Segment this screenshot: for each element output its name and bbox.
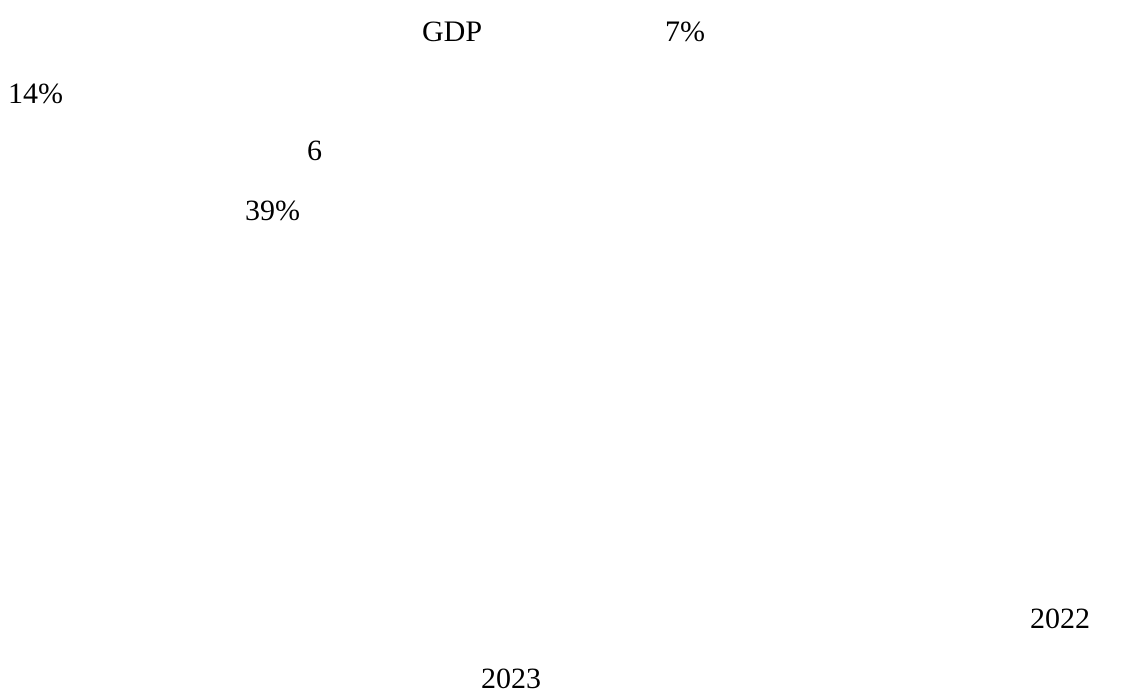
- text-fragment-year-2023: 2023: [481, 662, 541, 695]
- text-fragment-gdp: GDP: [422, 15, 483, 48]
- text-fragment-year-2022: 2022: [1030, 602, 1090, 635]
- text-fragment-14-percent: 14%: [8, 77, 63, 110]
- text-fragment-39-percent: 39%: [245, 194, 300, 227]
- text-fragment-7-percent: 7%: [665, 15, 705, 48]
- text-fragment-6: 6: [307, 134, 322, 167]
